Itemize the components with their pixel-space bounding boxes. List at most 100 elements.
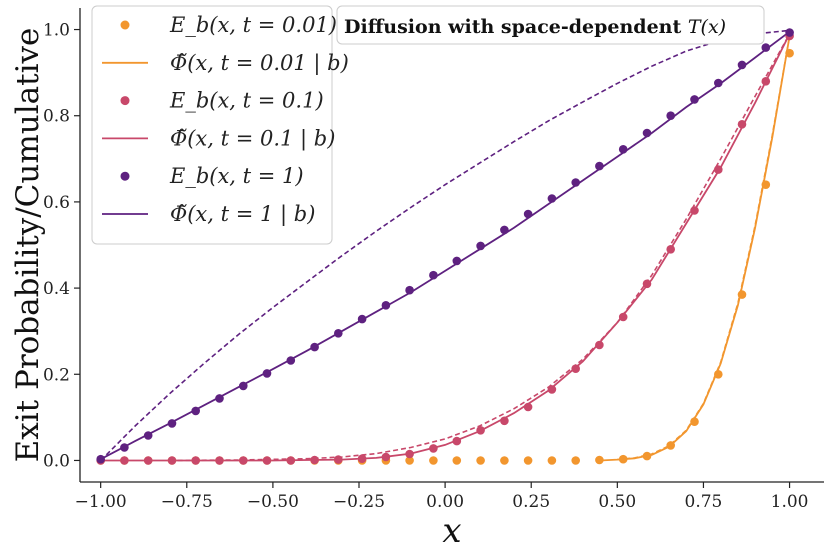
series-points — [96, 28, 794, 465]
data-point — [737, 290, 747, 299]
data-point — [286, 356, 296, 365]
data-point — [357, 314, 367, 324]
y-axis-label: Exit Probability/Cumulative — [10, 28, 46, 463]
legend-label: Φ̃(x, t = 0.01 | b) — [170, 51, 349, 76]
data-point — [381, 301, 391, 310]
legend-label: Φ̃(x, t = 0.1 | b) — [170, 126, 335, 151]
data-point — [547, 385, 557, 394]
data-point — [191, 406, 200, 416]
data-point — [452, 256, 462, 266]
data-point — [429, 456, 438, 465]
legend-frame — [91, 5, 333, 245]
data-point — [523, 456, 533, 465]
data-point — [714, 165, 723, 174]
data-point — [714, 78, 723, 88]
data-point — [761, 77, 771, 86]
data-point — [452, 456, 462, 465]
data-point — [523, 402, 533, 412]
legend-label: E_b(x, t = 1) — [169, 164, 304, 188]
x-tick-label: −0.75 — [161, 492, 213, 512]
data-point — [523, 209, 533, 219]
data-point — [714, 370, 723, 379]
legend-label: E_b(x, t = 0.1) — [169, 89, 324, 113]
data-point — [642, 279, 652, 289]
y-tick-label: 1.0 — [43, 21, 70, 41]
data-point — [381, 452, 391, 462]
data-point — [642, 128, 652, 138]
data-point — [500, 456, 509, 465]
data-point — [500, 416, 509, 426]
data-point — [618, 454, 628, 464]
data-point — [405, 285, 414, 295]
y-tick-label: 0.0 — [43, 451, 70, 471]
data-point — [761, 43, 771, 52]
data-point — [666, 245, 675, 254]
chart-title-box: Diffusion with space-dependent T(x) — [336, 5, 765, 45]
x-tick-label: 0.00 — [426, 492, 464, 512]
data-point — [571, 178, 580, 187]
legend-marker — [120, 171, 130, 181]
reference-curve — [617, 35, 791, 461]
data-point — [785, 28, 794, 37]
data-point — [595, 340, 604, 350]
data-point — [239, 456, 248, 465]
x-tick-label: −0.50 — [247, 492, 299, 512]
data-point — [595, 161, 604, 171]
data-point — [571, 364, 580, 374]
data-point — [642, 451, 652, 461]
data-point — [690, 95, 699, 104]
data-point — [405, 456, 414, 465]
data-point — [215, 394, 224, 403]
data-point — [476, 456, 485, 465]
data-point — [191, 456, 200, 465]
data-point — [737, 60, 747, 70]
data-point — [618, 312, 628, 322]
data-point — [143, 456, 153, 465]
data-point — [666, 441, 675, 450]
data-point — [286, 456, 296, 465]
data-point — [334, 455, 343, 464]
y-tick-label: 0.6 — [43, 193, 70, 213]
reference-curve — [100, 29, 790, 462]
x-axis-label: x — [442, 511, 461, 551]
data-point — [690, 206, 699, 215]
data-point — [167, 419, 177, 428]
data-point — [96, 454, 105, 464]
axes: −1.00 −0.75 −0.50 −0.25 0.00 0.25 0.50 0.75 1.00… — [43, 8, 824, 512]
y-tick-label: 0.2 — [43, 365, 70, 385]
data-point — [690, 417, 699, 427]
data-point — [737, 120, 747, 129]
data-point — [143, 431, 153, 440]
data-point — [476, 426, 485, 435]
x-tick-label: 0.75 — [685, 492, 723, 512]
data-point — [262, 369, 272, 378]
data-point — [595, 455, 604, 465]
data-point — [120, 456, 129, 465]
data-point — [429, 270, 438, 280]
legend-label: Φ̃(x, t = 1 | b) — [170, 202, 315, 227]
data-point — [761, 180, 771, 189]
x-tick-label: 1.00 — [771, 492, 809, 512]
legend-marker — [120, 20, 130, 30]
data-point — [618, 145, 628, 154]
data-point — [571, 456, 580, 465]
data-point — [500, 225, 509, 235]
data-point — [429, 444, 438, 453]
x-tick-label: 0.50 — [598, 492, 636, 512]
data-point — [262, 456, 272, 465]
legend-label: E_b(x, t = 0.01) — [169, 13, 337, 37]
data-point — [785, 48, 794, 58]
data-point — [215, 456, 224, 465]
data-point — [547, 194, 557, 203]
data-point — [167, 456, 177, 465]
reference-curve — [169, 33, 791, 462]
x-tick-label: −0.25 — [333, 492, 385, 512]
data-point — [357, 454, 367, 464]
data-point — [547, 456, 557, 465]
data-point — [452, 436, 462, 446]
data-point — [310, 342, 319, 352]
chart-title: Diffusion with space-dependent T(x) — [344, 16, 726, 38]
data-point — [120, 443, 129, 452]
data-point — [405, 449, 414, 459]
